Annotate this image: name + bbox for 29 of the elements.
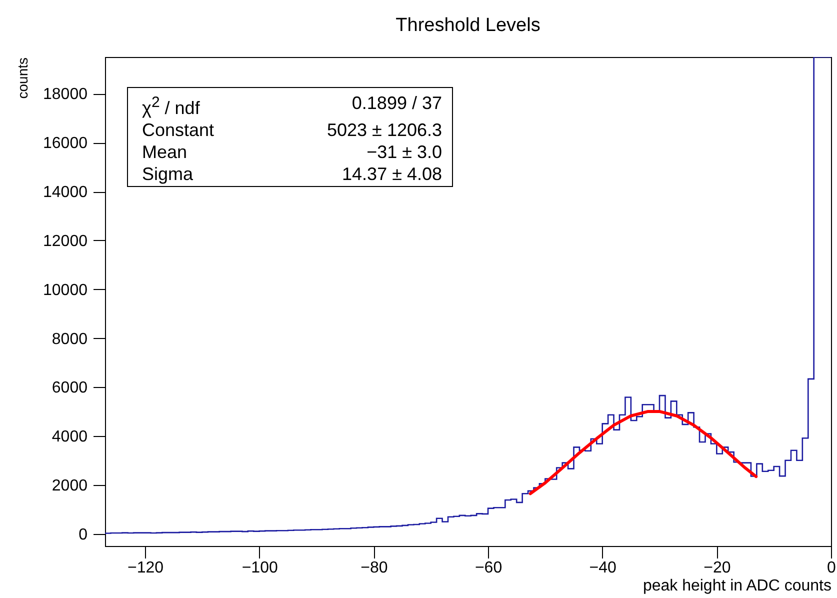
annotation: χ$^{2}$ / ndf xyxy=(142,93,201,119)
x-tick-label: −40 xyxy=(589,560,617,576)
y-tick-label: 6000 xyxy=(52,380,88,397)
annotation: 0.1899 / 37 xyxy=(350,92,442,115)
y-tick-label: 4000 xyxy=(52,428,88,446)
annotation: 14.37 ± 4.08 xyxy=(341,163,442,185)
y-tick-label: 8000 xyxy=(52,330,88,348)
y-tick-label: 12000 xyxy=(43,232,88,250)
y-tick-label: 10000 xyxy=(43,282,88,299)
x-tick-label: −80 xyxy=(360,560,388,576)
y-tick-label: 0 xyxy=(78,526,88,544)
annotation: Mean xyxy=(142,141,188,163)
y-tick-label: 16000 xyxy=(43,135,88,152)
x-tick-label: −100 xyxy=(242,560,278,576)
annotation: −31 ± 3.0 xyxy=(366,141,442,163)
x-tick-label: −20 xyxy=(704,560,731,576)
x-tick-label: −60 xyxy=(474,560,502,576)
y-tick-label: 2000 xyxy=(52,478,88,495)
y-axis-title: counts xyxy=(14,58,30,99)
x-tick-label: −120 xyxy=(127,560,164,576)
annotation: Constant xyxy=(142,119,214,141)
x-axis-title: peak height in ADC counts xyxy=(642,578,832,594)
annotation: 5023 ± 1206.3 xyxy=(326,119,442,141)
chart-title: Threshold Levels xyxy=(396,15,540,36)
annotation: Sigma xyxy=(142,163,194,185)
y-tick-label: 14000 xyxy=(43,184,88,202)
y-tick-label: 18000 xyxy=(43,86,88,104)
x-tick-label: 0 xyxy=(827,560,836,576)
line-series xyxy=(528,410,758,496)
